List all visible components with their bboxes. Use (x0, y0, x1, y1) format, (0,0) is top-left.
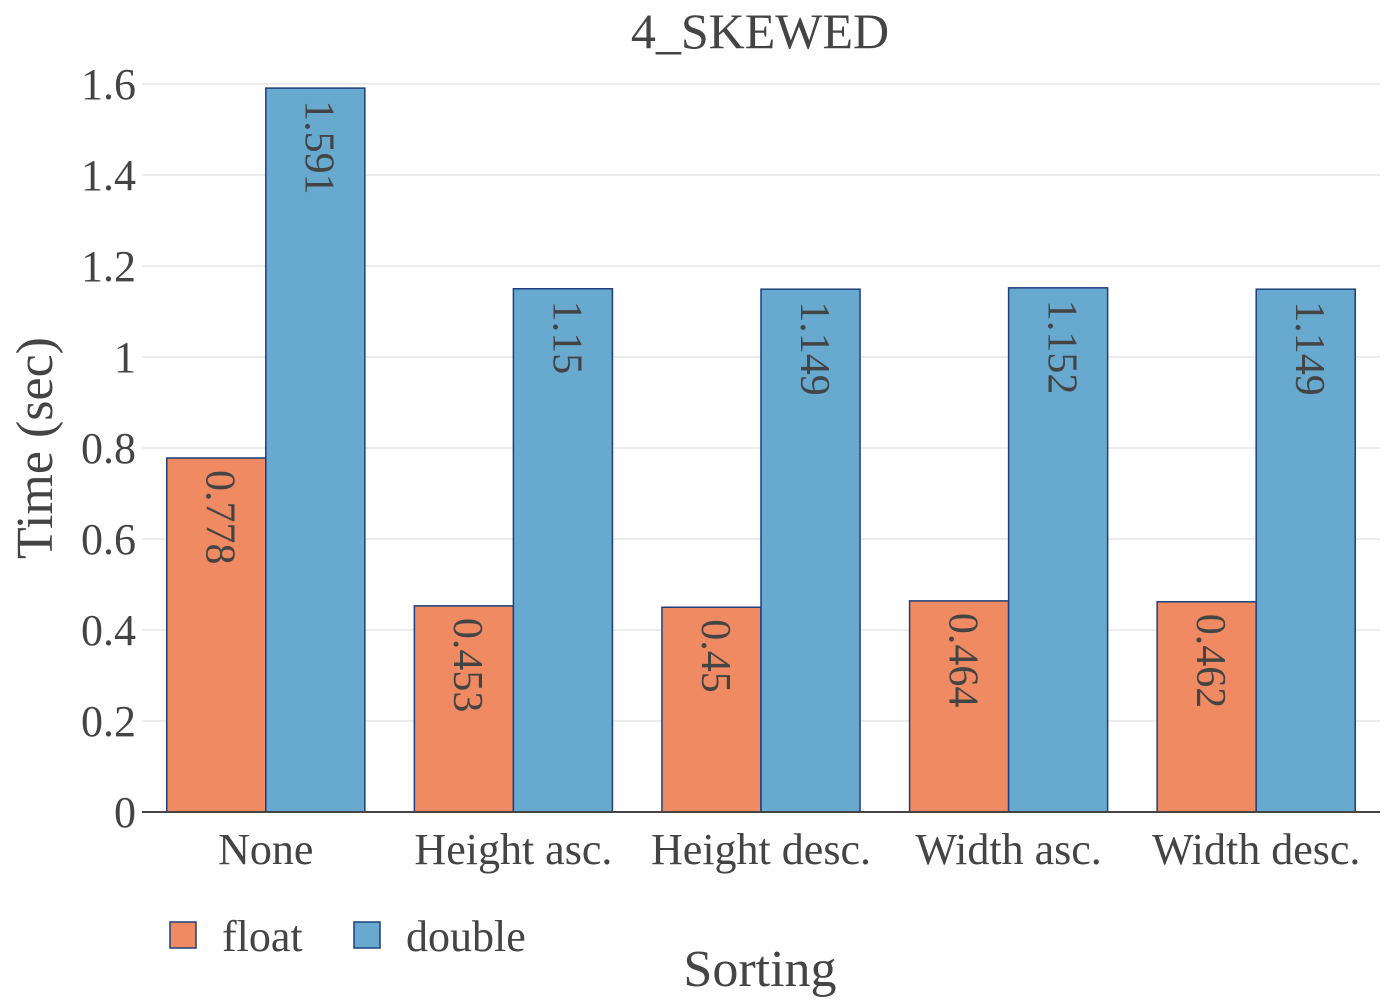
y-tick-label: 1.6 (81, 60, 136, 109)
x-tick-label: Height desc. (651, 825, 871, 874)
chart-title: 4_SKEWED (631, 3, 889, 59)
bar-value-label: 1.149 (791, 301, 837, 396)
bar-value-label: 0.453 (444, 618, 490, 713)
y-tick-label: 1.2 (81, 242, 136, 291)
bar-value-label: 0.462 (1187, 614, 1233, 709)
x-tick-label: Width desc. (1152, 825, 1360, 874)
bar-double (1007, 287, 1109, 813)
bars: 0.778 1.591 0.453 1.15 0.45 1.149 0.464 1.152 0.… (166, 87, 1356, 813)
bar-double (265, 87, 366, 813)
bar-float (166, 457, 267, 813)
y-axis-ticks: 0 0.2 0.4 0.6 0.8 1 1.2 1.4 1.6 (81, 60, 136, 837)
y-tick-label: 0.2 (81, 697, 136, 746)
legend-item-float[interactable]: float (169, 912, 303, 961)
bar-double (760, 288, 861, 813)
bar-value-label: 1.15 (543, 301, 589, 375)
legend-swatch (169, 921, 197, 949)
x-tick-label: Height asc. (414, 825, 612, 874)
y-tick-label: 0.6 (81, 515, 136, 564)
legend-label: double (406, 912, 526, 961)
bar-double (512, 288, 614, 813)
y-tick-label: 1.4 (81, 151, 136, 200)
y-tick-label: 1 (114, 333, 136, 382)
bar-value-label: 1.591 (296, 100, 342, 195)
bar-value-label: 0.45 (692, 619, 738, 693)
bar-float (1156, 601, 1257, 813)
legend-item-double[interactable]: double (353, 912, 526, 961)
y-tick-label: 0.4 (81, 606, 136, 655)
bar-value-label: 0.778 (197, 470, 243, 565)
bar-value-label: 0.464 (939, 613, 985, 708)
y-tick-label: 0 (114, 788, 136, 837)
bar-value-label: 1.152 (1038, 300, 1084, 395)
y-axis-title: Time (sec) (7, 337, 64, 559)
legend-label: float (222, 912, 303, 961)
legend-swatch (353, 921, 381, 949)
x-axis-title: Sorting (683, 941, 836, 998)
bar-float (413, 605, 515, 813)
x-tick-label: Width asc. (915, 825, 1101, 874)
bar-float (908, 600, 1010, 813)
y-tick-label: 0.8 (81, 424, 136, 473)
bar-value-label: 1.149 (1286, 301, 1332, 396)
legend: float double (169, 912, 526, 961)
x-tick-label: None (218, 825, 313, 874)
x-axis-ticks: None Height asc. Height desc. Width asc. Wid… (218, 825, 1360, 874)
